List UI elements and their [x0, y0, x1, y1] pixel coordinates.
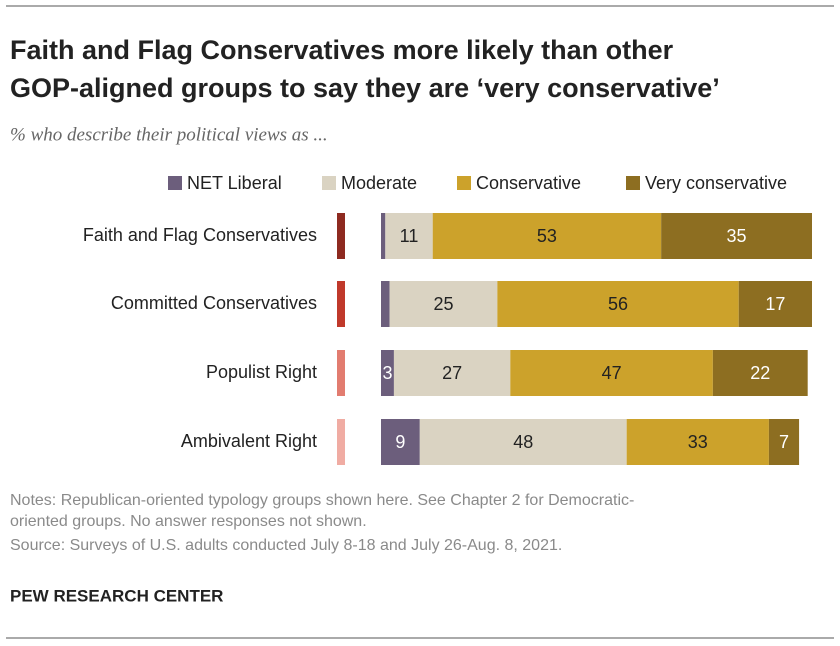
value-label: 7	[779, 432, 789, 452]
note: Notes: Republican-oriented typology grou…	[10, 492, 634, 509]
category-marker	[337, 350, 345, 396]
subtitle: % who describe their political views as …	[10, 124, 328, 145]
bar-segment	[385, 213, 433, 259]
category-label: Committed Conservatives	[111, 293, 317, 313]
bar-segment	[381, 281, 390, 327]
legend-swatch	[168, 176, 182, 190]
category-marker	[337, 213, 345, 259]
bar-segment	[626, 419, 769, 465]
source: Source: Surveys of U.S. adults conducted…	[10, 537, 562, 554]
value-label: 35	[727, 226, 747, 246]
legend-label: Very conservative	[645, 173, 787, 193]
legend-label: Conservative	[476, 173, 581, 193]
bar-segment	[381, 350, 394, 396]
legend-swatch	[322, 176, 336, 190]
bar-segment	[510, 350, 713, 396]
value-label: 56	[608, 294, 628, 314]
category-marker	[337, 419, 345, 465]
value-label: 3	[382, 363, 392, 383]
bar-segment	[381, 419, 420, 465]
legend-swatch	[626, 176, 640, 190]
value-label: 27	[442, 363, 462, 383]
bar-segment	[389, 281, 498, 327]
category-marker	[337, 281, 345, 327]
bar-segment	[768, 419, 800, 465]
value-label: 11	[400, 226, 419, 246]
bar-segment	[393, 350, 511, 396]
value-label: 9	[395, 432, 405, 452]
chart-title: GOP-aligned groups to say they are ‘very…	[10, 73, 720, 103]
legend-label: Moderate	[341, 173, 417, 193]
value-label: 25	[433, 294, 453, 314]
bar-segment	[419, 419, 627, 465]
note: oriented groups. No answer responses not…	[10, 513, 367, 530]
value-label: 53	[537, 226, 557, 246]
legend-label: NET Liberal	[187, 173, 282, 193]
bar-segment	[432, 213, 662, 259]
value-label: 47	[602, 363, 622, 383]
value-label: 48	[513, 432, 533, 452]
chart-title: Faith and Flag Conservatives more likely…	[10, 35, 674, 65]
category-label: Ambivalent Right	[181, 431, 317, 451]
legend-swatch	[457, 176, 471, 190]
bar-segment	[661, 213, 812, 259]
value-label: 22	[750, 363, 770, 383]
bar-segment	[738, 281, 812, 327]
value-label: 17	[765, 294, 785, 314]
category-label: Populist Right	[206, 362, 317, 382]
credit: PEW RESEARCH CENTER	[10, 586, 223, 605]
category-label: Faith and Flag Conservatives	[83, 225, 317, 245]
bar-segment	[497, 281, 739, 327]
bar-segment	[712, 350, 808, 396]
value-label: 33	[688, 432, 708, 452]
bar-segment	[381, 213, 386, 259]
